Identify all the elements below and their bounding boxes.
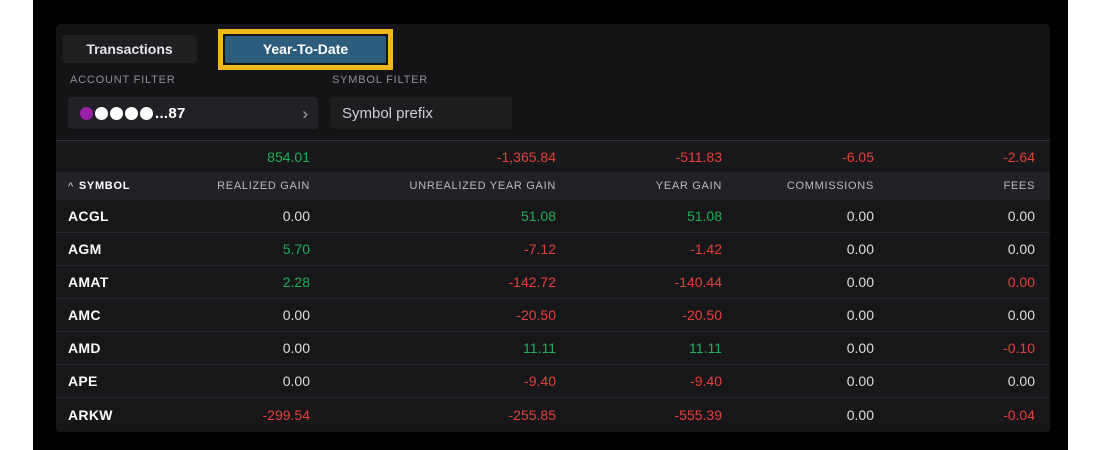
symbol-filter-group: SYMBOL FILTER: [330, 74, 512, 129]
active-tab-highlight-border: Year-To-Date: [218, 28, 393, 70]
value-cell: 0.00: [1007, 274, 1035, 290]
account-filter-group: ACCOUNT FILTER ...87 ›: [68, 74, 318, 129]
chevron-right-icon: ›: [302, 103, 308, 123]
account-mask-dot-icon: [110, 106, 123, 120]
column-header-label: UNREALIZED YEAR GAIN: [409, 180, 556, 192]
column-header[interactable]: REALIZED GAIN: [186, 180, 310, 192]
main-panel: Transactions Year-To-Date ACCOUNT FILTER…: [56, 24, 1050, 432]
table-row: AGM 5.70 -7.12 -1.42 0.00 0.00: [56, 233, 1050, 266]
column-header-label: COMMISSIONS: [786, 180, 874, 192]
table-body: ACGL 0.00 51.08 51.08 0.00 0.00 AGM 5.70 -7.1…: [56, 200, 1050, 431]
column-header[interactable]: UNREALIZED YEAR GAIN: [310, 180, 556, 192]
value-cell: 0.00: [282, 340, 310, 356]
total-value-cell: -1,365.84: [496, 148, 556, 165]
value-cell: 51.08: [520, 208, 556, 224]
value-cell: 0.00: [846, 307, 874, 323]
value-cell: -0.10: [1003, 340, 1035, 356]
value-cell: -555.39: [674, 406, 722, 423]
symbol-cell: ARKW: [68, 406, 113, 423]
total-value-cell: 854.01: [267, 148, 310, 165]
value-cell: 51.08: [686, 208, 722, 224]
value-cell: 0.00: [846, 208, 874, 224]
symbol-cell: ACGL: [68, 208, 109, 224]
table-row: ARKW -299.54 -255.85 -555.39 0.00 -0.04: [56, 398, 1050, 431]
table-row: APE 0.00 -9.40 -9.40 0.00 0.00: [56, 365, 1050, 398]
table-row: ACGL 0.00 51.08 51.08 0.00 0.00: [56, 200, 1050, 233]
value-cell: 0.00: [846, 274, 874, 290]
symbol-cell: APE: [68, 373, 98, 389]
value-cell: 0.00: [1007, 208, 1035, 224]
value-cell: 5.70: [282, 241, 310, 257]
total-value-cell: -6.05: [842, 148, 874, 165]
column-header-label: FEES: [1003, 180, 1035, 192]
symbol-cell: AMC: [68, 307, 101, 323]
value-cell: 0.00: [282, 373, 310, 389]
table-header-row: ^ SYMBOL REALIZED GAIN UNREALIZED YEAR G…: [56, 172, 1050, 200]
totals-row: 854.01 -1,365.84 -511.83 -6.05 -2.64: [56, 140, 1050, 172]
account-filter-label: ACCOUNT FILTER: [70, 74, 176, 86]
value-cell: -20.50: [682, 307, 722, 323]
total-value-cell: -511.83: [675, 148, 722, 165]
column-header-label: SYMBOL: [78, 180, 131, 192]
ytd-table: 854.01 -1,365.84 -511.83 -6.05 -2.64 ^ SYMBO…: [56, 140, 1050, 431]
column-header[interactable]: YEAR GAIN: [556, 180, 722, 192]
column-header[interactable]: COMMISSIONS: [722, 180, 874, 192]
value-cell: 0.00: [1007, 307, 1035, 323]
value-cell: -9.40: [690, 373, 722, 389]
column-header-label: REALIZED GAIN: [217, 180, 310, 192]
account-mask-dot-icon: [80, 106, 93, 120]
table-row: AMC 0.00 -20.50 -20.50 0.00 0.00: [56, 299, 1050, 332]
sort-ascending-caret-icon: ^: [68, 181, 74, 193]
account-masked-value: ...87: [155, 104, 186, 122]
value-cell: -9.40: [524, 373, 556, 389]
tab-bar: Transactions Year-To-Date: [56, 24, 1050, 74]
value-cell: -1.42: [690, 241, 722, 257]
account-select[interactable]: ...87 ›: [68, 97, 318, 129]
value-cell: 0.00: [282, 307, 310, 323]
column-header[interactable]: FEES: [874, 180, 1035, 192]
symbol-filter-input[interactable]: [330, 97, 512, 129]
table-row: AMD 0.00 11.11 11.11 0.00 -0.10: [56, 332, 1050, 365]
value-cell: -142.72: [508, 274, 556, 290]
value-cell: -20.50: [516, 307, 556, 323]
tab-year-to-date[interactable]: Year-To-Date: [225, 35, 386, 63]
total-value-cell: -2.64: [1003, 148, 1035, 165]
value-cell: -140.44: [674, 274, 722, 290]
value-cell: -299.54: [262, 406, 310, 423]
app-window: Transactions Year-To-Date ACCOUNT FILTER…: [33, 0, 1068, 450]
value-cell: 0.00: [846, 373, 874, 389]
value-cell: 11.11: [523, 340, 556, 356]
tab-transactions[interactable]: Transactions: [62, 35, 197, 63]
account-mask-dots: [80, 106, 153, 120]
symbol-cell: AMAT: [68, 274, 109, 290]
value-cell: -0.04: [1003, 406, 1035, 423]
value-cell: 0.00: [846, 340, 874, 356]
value-cell: 11.11: [689, 340, 722, 356]
value-cell: -255.85: [508, 406, 556, 423]
symbol-filter-label: SYMBOL FILTER: [332, 74, 428, 86]
table-row: AMAT 2.28 -142.72 -140.44 0.00 0.00: [56, 266, 1050, 299]
value-cell: 0.00: [846, 241, 874, 257]
column-header-label: YEAR GAIN: [655, 180, 722, 192]
value-cell: 0.00: [1007, 373, 1035, 389]
value-cell: 2.28: [282, 274, 310, 290]
column-header[interactable]: ^ SYMBOL: [56, 180, 186, 193]
value-cell: -7.12: [524, 241, 556, 257]
account-mask-dot-icon: [125, 106, 138, 120]
account-mask-dot-icon: [95, 106, 108, 120]
value-cell: 0.00: [1007, 241, 1035, 257]
symbol-cell: AGM: [68, 241, 102, 257]
value-cell: 0.00: [282, 208, 310, 224]
account-mask-dot-icon: [140, 106, 153, 120]
symbol-cell: AMD: [68, 340, 101, 356]
value-cell: 0.00: [846, 406, 874, 423]
